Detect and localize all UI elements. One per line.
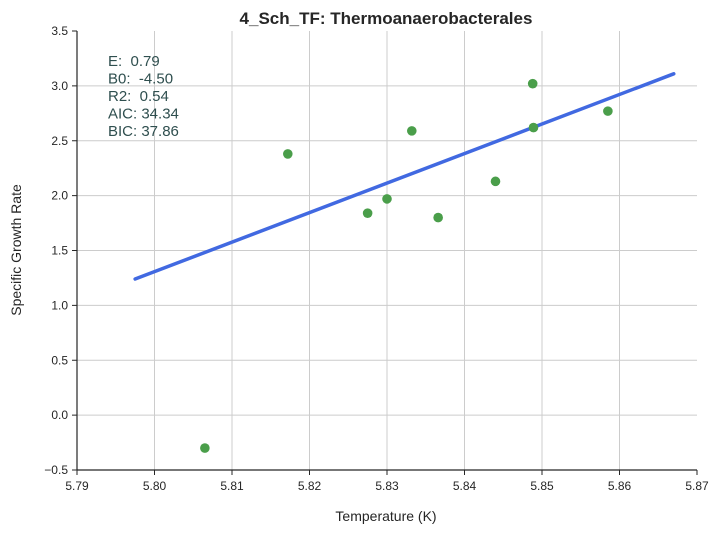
data-point <box>407 126 417 136</box>
data-point <box>603 106 613 116</box>
x-tick-label: 5.81 <box>220 479 244 493</box>
y-axis-label: Specific Growth Rate <box>8 184 24 316</box>
x-tick-label: 5.82 <box>298 479 322 493</box>
fit-stat-text: R2: 0.54 <box>108 88 169 105</box>
data-point <box>490 176 501 187</box>
chart-title: 4_Sch_TF: Thermoanaerobacterales <box>240 9 533 28</box>
fit-line <box>133 72 676 281</box>
data-point <box>283 149 293 159</box>
x-tick-label: 5.80 <box>143 479 167 493</box>
y-tick-label: 0.0 <box>51 408 68 422</box>
data-points <box>200 78 613 453</box>
fit-stat-text: AIC: 34.34 <box>108 106 179 123</box>
grid <box>77 31 697 470</box>
fit-stat-text: BIC: 37.86 <box>108 123 179 140</box>
y-tick-label: 2.5 <box>51 134 68 148</box>
data-point <box>527 78 538 89</box>
y-tick-label: 2.0 <box>51 189 68 203</box>
y-tick-label: 0.5 <box>51 353 68 367</box>
y-tick-label: 3.5 <box>51 24 68 38</box>
data-point <box>528 122 539 133</box>
x-axis-label: Temperature (K) <box>335 508 436 524</box>
y-tick-label: 3.0 <box>51 79 68 93</box>
data-point <box>382 194 392 204</box>
x-tick-label: 5.79 <box>65 479 89 493</box>
x-tick-label: 5.85 <box>530 479 554 493</box>
x-tick-label: 5.84 <box>453 479 477 493</box>
y-tick-label: −0.5 <box>44 463 68 477</box>
y-tick-label: 1.5 <box>51 244 68 258</box>
x-tick-label: 5.83 <box>375 479 399 493</box>
fit-stat-text: E: 0.79 <box>108 53 160 70</box>
axes <box>72 30 698 475</box>
x-tick-label: 5.86 <box>608 479 632 493</box>
y-tick-label: 1.0 <box>51 298 68 312</box>
fit-stat-text: B0: -4.50 <box>108 71 173 88</box>
tick-labels: 5.79 5.80 5.81 5.82 5.83 5.84 5.85 5.86 5.87 −0.5… <box>44 24 709 493</box>
data-point <box>433 212 443 223</box>
data-point <box>362 208 373 218</box>
data-point <box>200 443 210 453</box>
x-tick-label: 5.87 <box>685 479 709 493</box>
